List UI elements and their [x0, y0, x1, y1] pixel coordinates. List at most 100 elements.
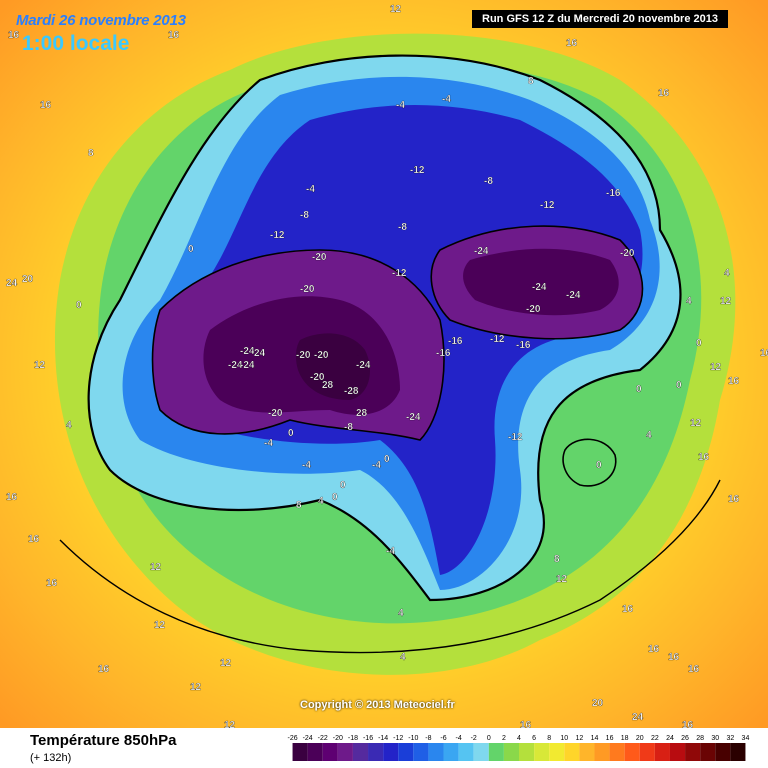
contour-label: 0	[76, 300, 82, 311]
scale-label: 12	[575, 735, 583, 742]
scale-label: -22	[318, 735, 328, 742]
contour-label: 0	[384, 454, 390, 465]
scale-label: 18	[621, 735, 629, 742]
contour-label: 0	[636, 384, 642, 395]
contour-label: -4	[306, 184, 315, 195]
scale-label: 34	[742, 735, 750, 742]
contour-label: -12	[508, 432, 523, 443]
contour-label: 8	[88, 148, 94, 159]
contour-label: 16	[682, 720, 694, 728]
contour-label: 16	[728, 376, 740, 387]
contour-label: 12	[150, 562, 162, 573]
copyright: Copyright © 2013 Meteociel.fr	[300, 699, 455, 711]
scale-label: -8	[425, 735, 431, 742]
scale-swatch	[730, 743, 746, 761]
contour-label: -4	[372, 460, 381, 471]
temperature-map: 16121616816168-4-4-12-8-16-12-4-8-8-120-…	[0, 0, 768, 728]
color-scale: -26 -24 -22 -20 -18 -16 -14 -12 -10 -8 -6 -4 -2 0 2 4 6 8…	[287, 735, 750, 761]
contour-label: 16	[648, 644, 660, 655]
south-contour	[59, 479, 721, 654]
scale-swatch	[564, 743, 580, 761]
scale-label: -14	[378, 735, 388, 742]
scale-swatch	[639, 743, 655, 761]
contour-label: -20	[296, 350, 311, 361]
contour-label: 24	[254, 348, 266, 359]
contour-label: 16	[6, 492, 18, 503]
contour-label: 16	[520, 720, 532, 728]
contour-label: 16	[760, 348, 768, 359]
contour-label: 20	[22, 274, 34, 285]
contour-label: -24	[228, 360, 243, 371]
contour-label: 0	[596, 460, 602, 471]
scale-label: 10	[560, 735, 568, 742]
contour-label: 16	[688, 664, 700, 675]
scale-label: -6	[440, 735, 446, 742]
contour-label: 16	[168, 30, 180, 41]
contour-label: 24	[632, 712, 644, 723]
contour-label: -24	[356, 360, 371, 371]
contour-label: 0	[340, 480, 346, 491]
contour-label: 16	[658, 88, 670, 99]
contour-label: 4	[724, 268, 730, 279]
scale-label: -16	[363, 735, 373, 742]
scale-swatch	[443, 743, 459, 761]
scale-swatch	[624, 743, 640, 761]
scale-label: 24	[666, 735, 674, 742]
scale-label: 16	[606, 735, 614, 742]
contour-label: 12	[190, 682, 202, 693]
scale-swatch	[337, 743, 353, 761]
contour-label: -16	[436, 348, 451, 359]
contour-label: 12	[690, 418, 702, 429]
contour-label: 4	[400, 652, 406, 663]
contour-label: -16	[448, 336, 463, 347]
scale-swatch	[685, 743, 701, 761]
contour-label: 12	[220, 658, 232, 669]
scale-label: 26	[681, 735, 689, 742]
contour-label: 16	[98, 664, 110, 675]
contour-label: 28	[322, 380, 334, 391]
scale-swatch	[473, 743, 489, 761]
contour-label: 16	[28, 534, 40, 545]
warm-island-contour	[562, 438, 617, 487]
contour-label: -24	[240, 360, 255, 371]
contour-label: -8	[344, 422, 353, 433]
run-label: Run GFS 12 Z du Mercredi 20 novembre 201…	[472, 10, 728, 28]
contour-label: -20	[314, 350, 329, 361]
contour-label: 24	[6, 278, 18, 289]
contour-label: 12	[720, 296, 732, 307]
contour-label: -8	[398, 222, 407, 233]
contour-label: -12	[410, 165, 425, 176]
scale-swatch	[594, 743, 610, 761]
date-title: Mardi 26 novembre 2013	[16, 12, 186, 29]
contour-label: -12	[490, 334, 505, 345]
contour-label: -4	[442, 94, 451, 105]
contour-label: -4	[264, 438, 273, 449]
contour-label: 12	[710, 362, 722, 373]
contour-label: 16	[698, 452, 710, 463]
contour-label: -24	[566, 290, 581, 301]
scale-swatch	[669, 743, 686, 761]
contour-label: -20	[300, 284, 315, 295]
contour-label: 16	[728, 494, 740, 505]
scale-swatch	[549, 743, 565, 761]
scale-label: 20	[636, 735, 644, 742]
contour-label: -8	[300, 210, 309, 221]
scale-label: 14	[591, 735, 599, 742]
scale-swatch	[398, 743, 414, 761]
contour-label: -20	[526, 304, 541, 315]
scale-swatch	[488, 743, 504, 761]
contour-label: -8	[484, 176, 493, 187]
contour-label: 8	[296, 500, 302, 511]
contour-label: 4	[66, 420, 72, 431]
scale-swatch	[700, 743, 716, 761]
scale-swatch	[307, 743, 323, 761]
contour-label: -24	[532, 282, 547, 293]
contour-label: 12	[390, 4, 402, 15]
scale-swatch	[579, 743, 595, 761]
scale-label: -26	[287, 735, 297, 742]
contour-label: 0	[696, 338, 702, 349]
contour-label: 16	[566, 38, 578, 49]
scale-swatch	[609, 743, 625, 761]
contour-label: 16	[8, 30, 20, 41]
scale-swatch	[368, 743, 384, 761]
